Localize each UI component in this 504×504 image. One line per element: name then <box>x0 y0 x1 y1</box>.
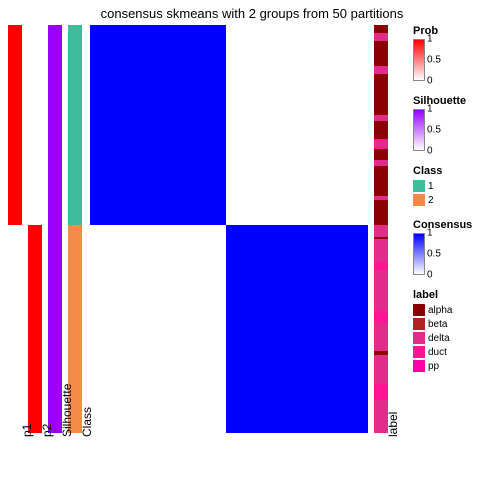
legend-title: Consensus <box>413 219 472 231</box>
legend-label: beta <box>428 319 447 330</box>
legend-tick: 1 <box>427 104 433 115</box>
legend-label: label alpha beta delta duct pp <box>413 289 452 373</box>
legend-item: pp <box>413 359 452 373</box>
legend-prob: Prob10.50 <box>413 25 438 81</box>
legend-label: alpha <box>428 305 452 316</box>
legend-tick: 1 <box>427 34 433 45</box>
legend-item: 1 <box>413 179 442 193</box>
legend-item: alpha <box>413 303 452 317</box>
legend-item: beta <box>413 317 452 331</box>
legend-swatch <box>413 346 425 358</box>
anno-col-p2 <box>28 25 42 433</box>
legend-tick: 0 <box>427 270 433 281</box>
anno-label-silhouette: Silhouette <box>60 384 74 437</box>
legend-label: 2 <box>428 195 434 206</box>
anno-label-p1: p1 <box>20 424 34 437</box>
legend-gradient <box>413 39 425 81</box>
legend-swatch <box>413 194 425 206</box>
consensus-heatmap <box>90 25 368 433</box>
anno-col-silhouette <box>48 25 62 433</box>
legend-swatch <box>413 332 425 344</box>
anno-label-p2: p2 <box>40 424 54 437</box>
legend-tick: 0.5 <box>427 55 441 66</box>
legend-label: delta <box>428 333 450 344</box>
anno-col-class <box>68 25 82 433</box>
legend-title: Silhouette <box>413 95 466 107</box>
legend-gradient <box>413 109 425 151</box>
legend-swatch <box>413 304 425 316</box>
legend-consensus: Consensus10.50 <box>413 219 472 275</box>
legend-swatch <box>413 180 425 192</box>
legend-class: Class 1 2 <box>413 165 442 207</box>
legend-title: Class <box>413 165 442 177</box>
legend-tick: 0 <box>427 76 433 87</box>
legend-label: 1 <box>428 181 434 192</box>
legend-label: pp <box>428 361 439 372</box>
legend-title: label <box>413 289 452 301</box>
legend-tick: 0 <box>427 146 433 157</box>
legend-swatch <box>413 318 425 330</box>
legend-tick: 0.5 <box>427 249 441 260</box>
legend-tick: 1 <box>427 228 433 239</box>
legend-silhouette: Silhouette10.50 <box>413 95 466 151</box>
legend-item: 2 <box>413 193 442 207</box>
chart-title: consensus skmeans with 2 groups from 50 … <box>0 6 504 21</box>
legend-item: delta <box>413 331 452 345</box>
legend-title: Prob <box>413 25 438 37</box>
legend-gradient <box>413 233 425 275</box>
legend-label: duct <box>428 347 447 358</box>
legend-swatch <box>413 360 425 372</box>
anno-col-p1 <box>8 25 22 433</box>
legend-tick: 0.5 <box>427 125 441 136</box>
row-annotation-label <box>374 25 388 433</box>
row-anno-label: label <box>386 412 400 437</box>
anno-label-class: Class <box>80 407 94 437</box>
legend-item: duct <box>413 345 452 359</box>
